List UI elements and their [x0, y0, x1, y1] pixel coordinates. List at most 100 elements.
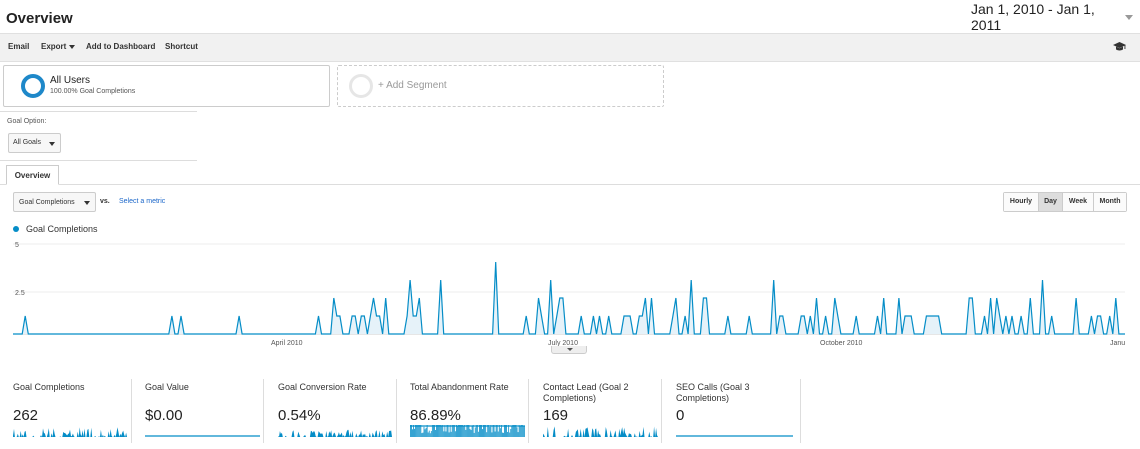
sparkline-bar	[497, 431, 499, 437]
sparkline-bar	[463, 425, 465, 437]
sparkline-bar	[457, 426, 458, 437]
sparkline-bar	[426, 425, 428, 437]
sparkline	[13, 427, 128, 437]
sparkline-bar	[509, 432, 511, 437]
series-line	[13, 261, 1125, 335]
goal-completions-chart[interactable]: 5 2.5 April 2010 July 2010 October 2010 …	[0, 236, 1140, 356]
sparkline-bar	[458, 425, 459, 437]
sparkline-bar	[514, 425, 516, 437]
sparkline-bar	[473, 432, 475, 437]
sparkline-bar	[485, 425, 487, 437]
sparkline-bar	[480, 425, 481, 437]
sparkline-bar	[489, 427, 491, 437]
sparkline-bar	[517, 432, 519, 437]
sparkline-bar	[471, 425, 473, 437]
sparkline-bar	[470, 430, 472, 437]
sparkline-bar	[461, 425, 463, 437]
scorecard-value: 262	[13, 407, 39, 424]
goal-option-select[interactable]: All Goals	[8, 133, 61, 153]
sparkline-bar	[427, 432, 429, 437]
sparkline-bar	[438, 425, 440, 437]
scorecard-contact-lead[interactable]: Contact Lead (Goal 2 Completions) 169	[530, 379, 662, 443]
sparkline-bar	[496, 425, 498, 437]
scorecard-value: 169	[543, 407, 569, 424]
sparkline-bar	[494, 431, 496, 437]
scorecard-seo-calls[interactable]: SEO Calls (Goal 3 Completions) 0	[663, 379, 801, 443]
sparkline	[278, 429, 393, 437]
sparkline-bar	[418, 425, 420, 437]
divider	[0, 111, 197, 112]
sparkline-bar	[498, 425, 500, 437]
series-dot	[13, 226, 19, 232]
sparkline-bar	[414, 428, 415, 437]
sparkline-bar	[495, 425, 497, 437]
sparkline-bar	[430, 431, 432, 437]
sparkline-bar	[431, 425, 433, 437]
sparkline-bar	[511, 426, 513, 437]
vs-label: vs.	[100, 198, 110, 205]
month-button[interactable]: Month	[1094, 193, 1126, 211]
week-button[interactable]: Week	[1063, 193, 1094, 211]
sparkline-bar	[505, 425, 506, 437]
sparkline-bar	[454, 431, 456, 437]
sparkline-bar	[504, 425, 505, 437]
page-title: Overview	[6, 10, 73, 27]
sparkline-bar	[492, 425, 494, 437]
date-range-picker[interactable]: Jan 1, 2010 - Jan 1, 2011	[967, 1, 1133, 33]
sparkline-bar	[487, 425, 489, 437]
graduation-cap-icon[interactable]	[1113, 42, 1126, 52]
scorecard-value: 0.54%	[278, 407, 321, 424]
chart-legend: Goal Completions	[13, 224, 98, 234]
email-button[interactable]: Email	[8, 42, 30, 51]
sparkline-bar	[459, 425, 460, 437]
sparkline-bar	[475, 425, 477, 437]
sparkline-bar	[436, 425, 437, 437]
scorecard-total-abandonment-rate[interactable]: Total Abandonment Rate 86.89%	[397, 379, 529, 443]
scorecard-label: Goal Value	[145, 382, 189, 392]
sparkline-bar	[434, 425, 435, 437]
y-tick-label: 5	[15, 242, 19, 249]
chevron-down-icon	[69, 44, 76, 49]
scorecard-goal-conversion-rate[interactable]: Goal Conversion Rate 0.54%	[265, 379, 397, 443]
shortcut-button[interactable]: Shortcut	[165, 42, 198, 51]
sparkline	[145, 435, 260, 437]
hourly-button[interactable]: Hourly	[1004, 193, 1039, 211]
segment-all-users[interactable]: All Users 100.00% Goal Completions	[3, 65, 330, 107]
chevron-down-icon	[1125, 14, 1133, 20]
sparkline-bar	[435, 429, 436, 437]
metric-select[interactable]: Goal Completions	[13, 192, 96, 212]
sparkline	[676, 435, 793, 437]
scorecard-label: Total Abandonment Rate	[410, 382, 509, 392]
day-button[interactable]: Day	[1039, 193, 1063, 211]
scorecard-goal-completions[interactable]: Goal Completions 262	[0, 379, 132, 443]
sparkline-bar	[518, 425, 520, 437]
date-range-label: Jan 1, 2010 - Jan 1, 2011	[971, 1, 1095, 33]
legend-label: Goal Completions	[26, 224, 98, 234]
sparkline-bar	[450, 431, 452, 437]
sparkline-bar	[456, 425, 457, 437]
scorecard-label: SEO Calls (Goal 3 Completions)	[676, 382, 750, 403]
add-to-dashboard-button[interactable]: Add to Dashboard	[86, 42, 156, 51]
sparkline-bar	[523, 425, 525, 437]
select-metric-link[interactable]: Select a metric	[119, 198, 166, 205]
scorecard-goal-value[interactable]: Goal Value $0.00	[132, 379, 264, 443]
sparkline-bar	[469, 428, 471, 437]
tab-overview[interactable]: Overview	[6, 165, 59, 185]
sparkline	[410, 425, 525, 437]
sparkline-bar	[419, 425, 421, 437]
sparkline-bar	[502, 432, 503, 437]
scorecard-value: 86.89%	[410, 407, 461, 424]
report-toolbar: Email Export Add to Dashboard Shortcut	[0, 33, 1140, 62]
y-tick-label: 2.5	[15, 290, 25, 297]
add-segment-button[interactable]: + Add Segment	[337, 65, 664, 107]
sparkline	[543, 426, 658, 437]
divider	[0, 160, 197, 161]
sparkline-bar	[447, 425, 449, 437]
sparkline-bar	[508, 425, 510, 437]
sparkline-bar	[484, 425, 486, 437]
empty-ring-icon	[349, 74, 373, 98]
export-button[interactable]: Export	[41, 42, 76, 51]
chart-resize-handle[interactable]	[551, 346, 587, 354]
sparkline-bar	[474, 427, 476, 437]
sparkline-bar	[506, 425, 507, 437]
